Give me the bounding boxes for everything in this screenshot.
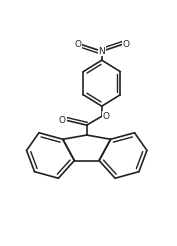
Text: O: O — [122, 40, 129, 49]
Text: O: O — [59, 116, 66, 125]
Text: O: O — [74, 40, 81, 49]
Text: N: N — [98, 47, 105, 56]
Text: O: O — [102, 112, 109, 121]
